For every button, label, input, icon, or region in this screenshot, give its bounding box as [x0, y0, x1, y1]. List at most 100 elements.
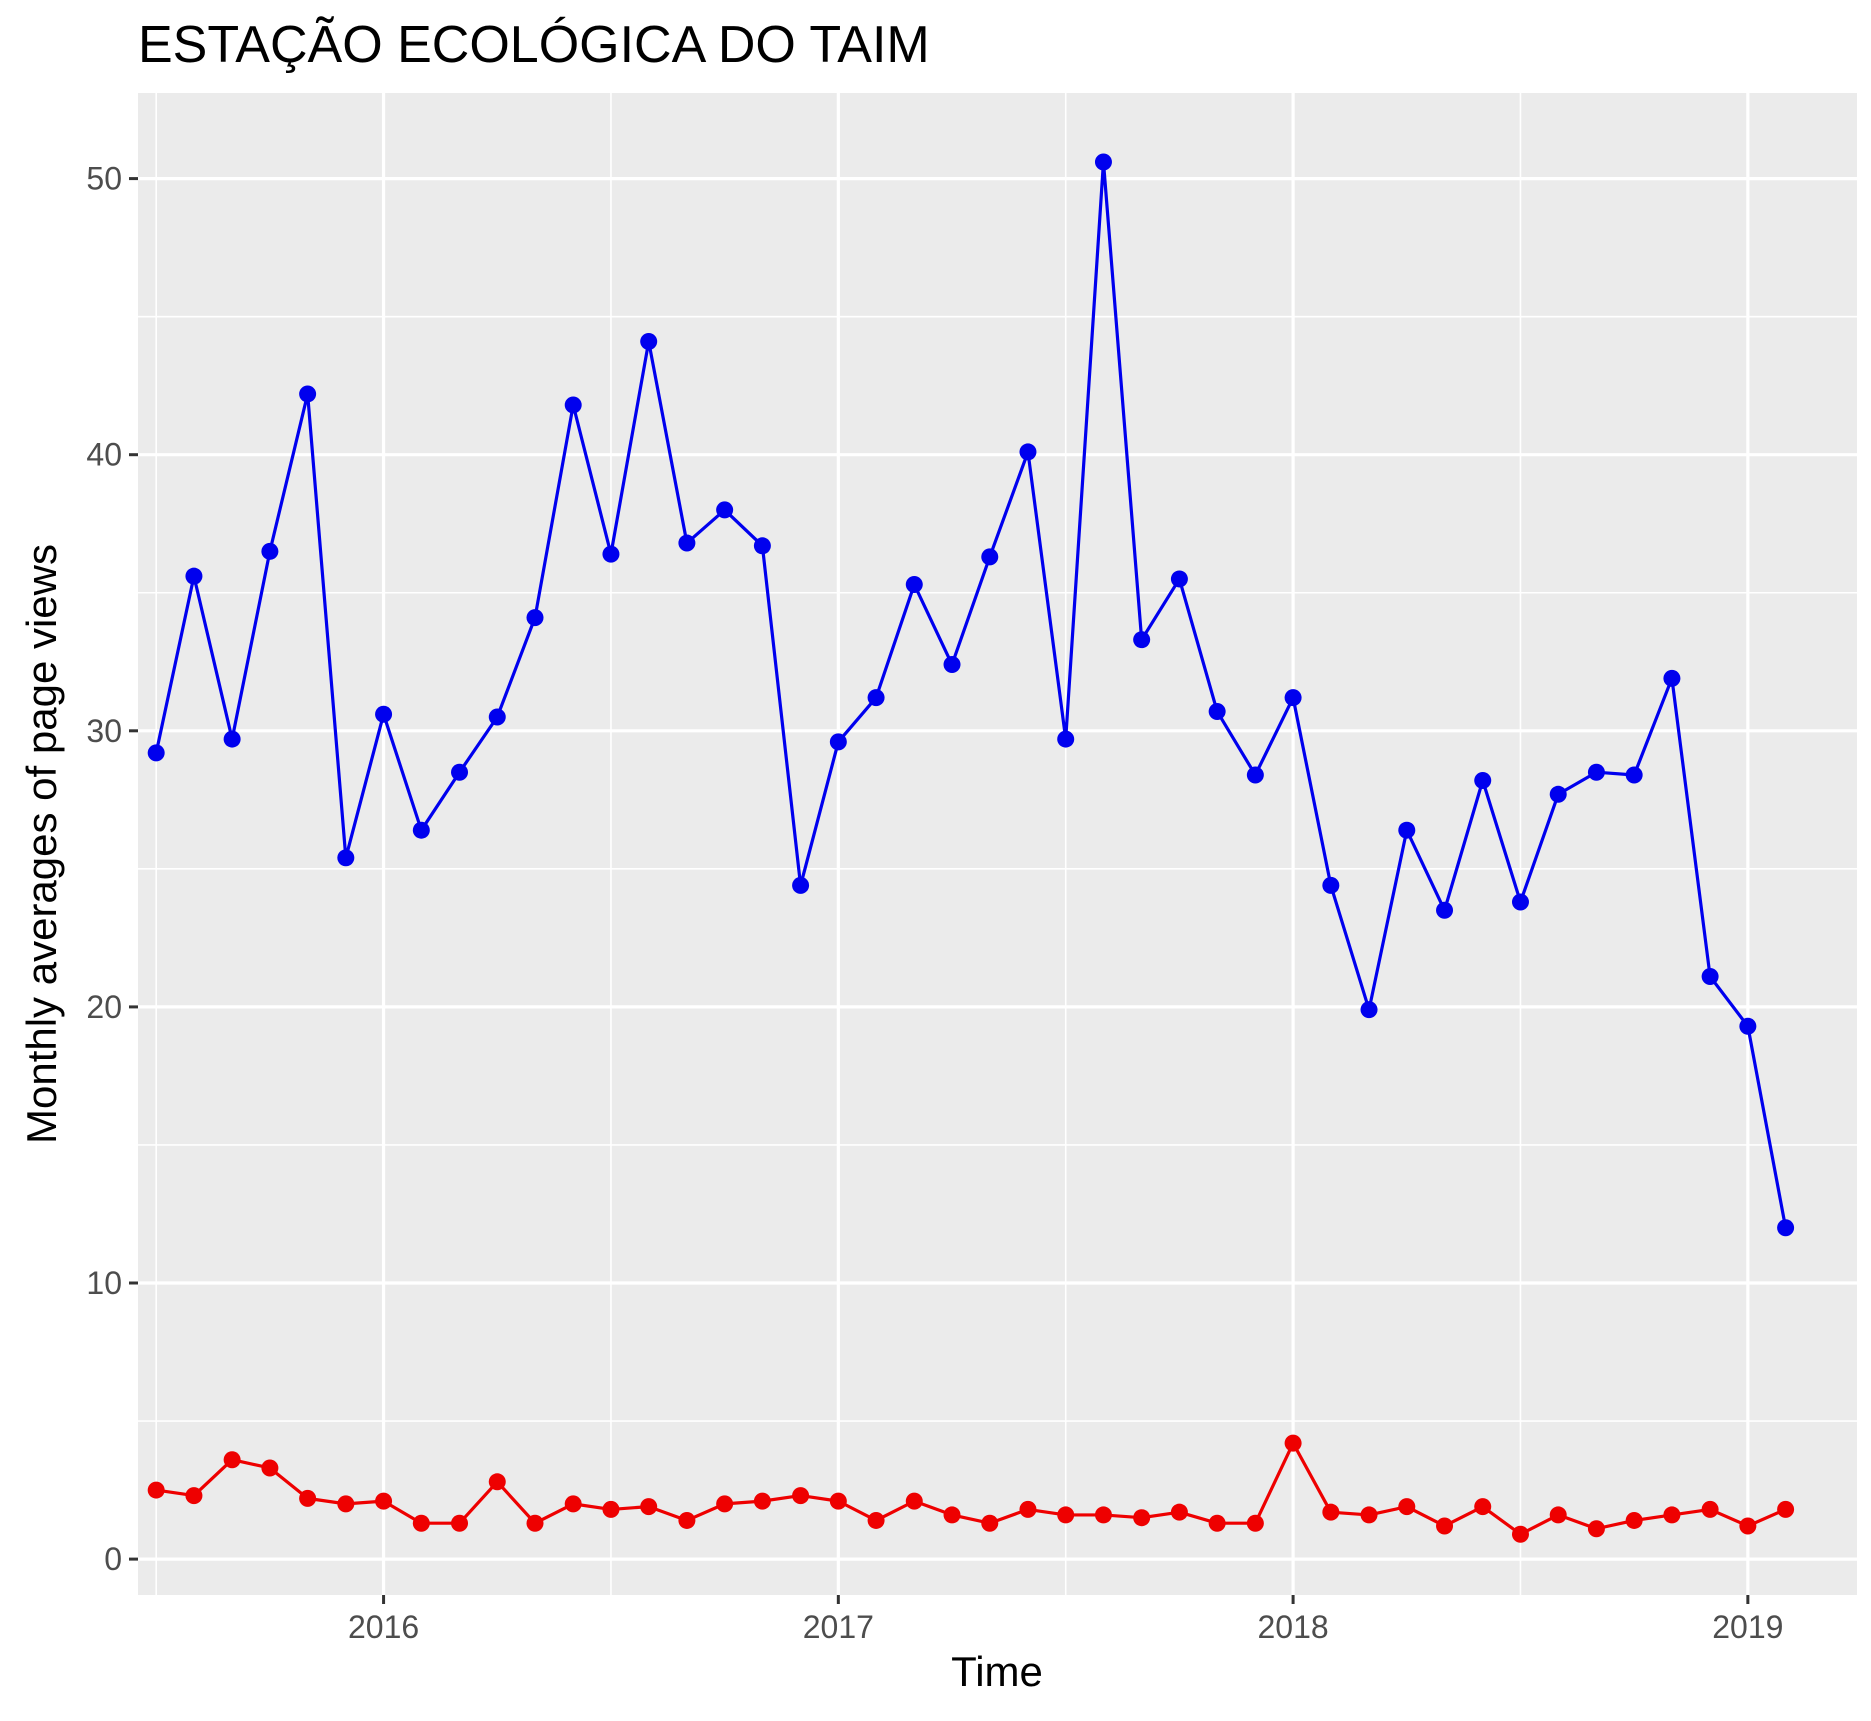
data-point	[1019, 443, 1037, 461]
axis-ticks	[129, 177, 1750, 1604]
data-point	[1208, 1514, 1226, 1532]
data-point	[943, 656, 961, 674]
data-point	[261, 1459, 279, 1477]
data-point	[526, 609, 544, 627]
data-point	[185, 567, 203, 585]
minor-gridlines	[138, 93, 1857, 1595]
data-point	[1701, 968, 1719, 986]
data-point	[147, 1481, 165, 1499]
data-point	[1322, 1503, 1340, 1521]
y-axis-title: Monthly averages of page views	[18, 544, 65, 1144]
x-tick-label: 2018	[1258, 1609, 1329, 1645]
data-point	[640, 1498, 658, 1516]
data-point	[185, 1487, 203, 1505]
data-point	[792, 1487, 810, 1505]
y-tick-label: 0	[104, 1541, 122, 1577]
data-point	[451, 1514, 469, 1532]
data-point	[716, 1495, 734, 1513]
data-point	[1625, 1511, 1643, 1529]
data-point	[1360, 1506, 1378, 1524]
series-group	[147, 1434, 1795, 1543]
data-point	[147, 744, 165, 762]
y-tick-label: 20	[86, 989, 122, 1025]
data-point	[981, 548, 999, 566]
data-point	[1398, 1498, 1416, 1516]
data-point	[261, 542, 279, 560]
data-point	[1777, 1500, 1795, 1518]
data-point	[1094, 153, 1112, 171]
data-point	[1436, 1517, 1454, 1535]
data-point	[375, 1492, 393, 1510]
data-point	[1398, 821, 1416, 839]
chart-title: ESTAÇÃO ECOLÓGICA DO TAIM	[138, 16, 930, 74]
x-axis-tick-labels: 2016 2017 2018 2019	[348, 1609, 1783, 1645]
data-point	[564, 1495, 582, 1513]
data-point	[451, 763, 469, 781]
data-point	[1133, 1509, 1151, 1527]
data-point	[223, 1451, 241, 1469]
x-tick-label: 2016	[348, 1609, 419, 1645]
data-point	[1133, 631, 1151, 649]
series-group	[147, 153, 1795, 1237]
data-point	[299, 1489, 317, 1507]
data-point	[716, 501, 734, 519]
data-point	[678, 534, 696, 552]
data-point	[488, 1473, 506, 1491]
data-point	[1057, 1506, 1075, 1524]
data-point	[1739, 1517, 1757, 1535]
series-layer	[147, 153, 1795, 1543]
data-point	[1322, 876, 1340, 894]
x-tick-label: 2017	[803, 1609, 874, 1645]
data-point	[602, 1500, 620, 1518]
x-tick-label: 2019	[1712, 1609, 1783, 1645]
y-tick-label: 30	[86, 713, 122, 749]
data-point	[1701, 1500, 1719, 1518]
data-point	[792, 876, 810, 894]
data-point	[1663, 1506, 1681, 1524]
data-point	[1587, 1520, 1605, 1538]
data-point	[526, 1514, 544, 1532]
data-point	[412, 821, 430, 839]
data-point	[1777, 1219, 1795, 1237]
data-point	[867, 689, 885, 707]
data-point	[1549, 785, 1567, 803]
data-point	[1474, 771, 1492, 789]
data-point	[564, 396, 582, 414]
data-point	[1170, 570, 1188, 588]
data-point	[678, 1511, 696, 1529]
data-point	[1474, 1498, 1492, 1516]
data-point	[412, 1514, 430, 1532]
data-point	[1587, 763, 1605, 781]
data-point	[1511, 1525, 1529, 1543]
data-point	[981, 1514, 999, 1532]
data-point	[375, 705, 393, 723]
series-line	[154, 160, 1788, 1229]
data-point	[1019, 1500, 1037, 1518]
data-point	[1170, 1503, 1188, 1521]
y-axis-tick-labels: 0 10 20 30 40 50	[86, 161, 122, 1578]
data-point	[905, 575, 923, 593]
plot-panel	[138, 93, 1857, 1595]
data-point	[1284, 1434, 1302, 1452]
data-point	[1436, 901, 1454, 919]
data-point	[299, 385, 317, 403]
data-point	[829, 1492, 847, 1510]
data-point	[1663, 669, 1681, 687]
data-point	[1094, 1506, 1112, 1524]
y-tick-label: 10	[86, 1265, 122, 1301]
y-tick-label: 40	[86, 437, 122, 473]
data-point	[337, 1495, 355, 1513]
data-point	[1549, 1506, 1567, 1524]
data-point	[1284, 689, 1302, 707]
major-gridlines	[138, 93, 1857, 1595]
data-point	[1246, 766, 1264, 784]
data-point	[1625, 766, 1643, 784]
data-point	[1246, 1514, 1264, 1532]
data-point	[753, 1492, 771, 1510]
data-point	[1208, 702, 1226, 720]
x-axis-title: Time	[951, 1648, 1043, 1695]
data-point	[488, 708, 506, 726]
data-point	[867, 1511, 885, 1529]
y-tick-label: 50	[86, 161, 122, 197]
